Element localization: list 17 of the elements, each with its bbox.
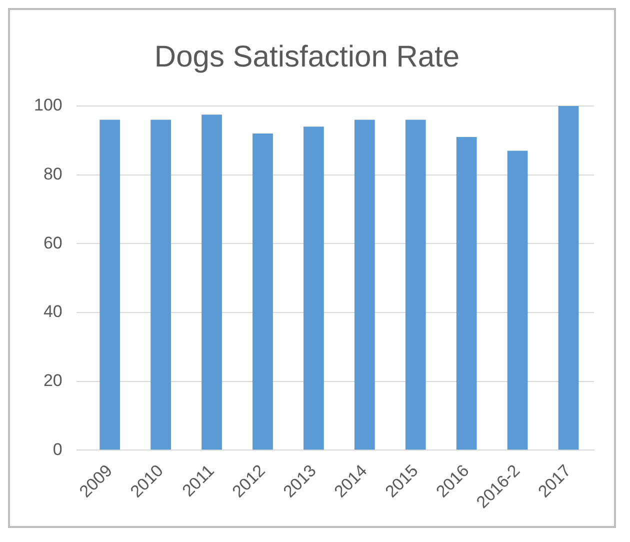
y-tick-label: 80 bbox=[43, 164, 62, 184]
bar bbox=[202, 114, 222, 450]
bar bbox=[304, 126, 324, 450]
bar bbox=[456, 136, 477, 450]
bar bbox=[354, 120, 375, 450]
bar bbox=[507, 150, 528, 450]
bar bbox=[405, 120, 426, 450]
y-tick-label: 60 bbox=[43, 233, 62, 252]
y-tick-label: 20 bbox=[43, 371, 62, 390]
y-tick-label: 40 bbox=[43, 302, 62, 322]
bar bbox=[558, 106, 579, 450]
bar bbox=[252, 134, 273, 450]
chart-title: Dogs Satisfaction Rate bbox=[154, 40, 460, 74]
bar bbox=[100, 120, 120, 450]
bar bbox=[150, 120, 171, 450]
y-tick-label: 0 bbox=[52, 440, 62, 459]
y-tick-label: 100 bbox=[34, 96, 62, 115]
